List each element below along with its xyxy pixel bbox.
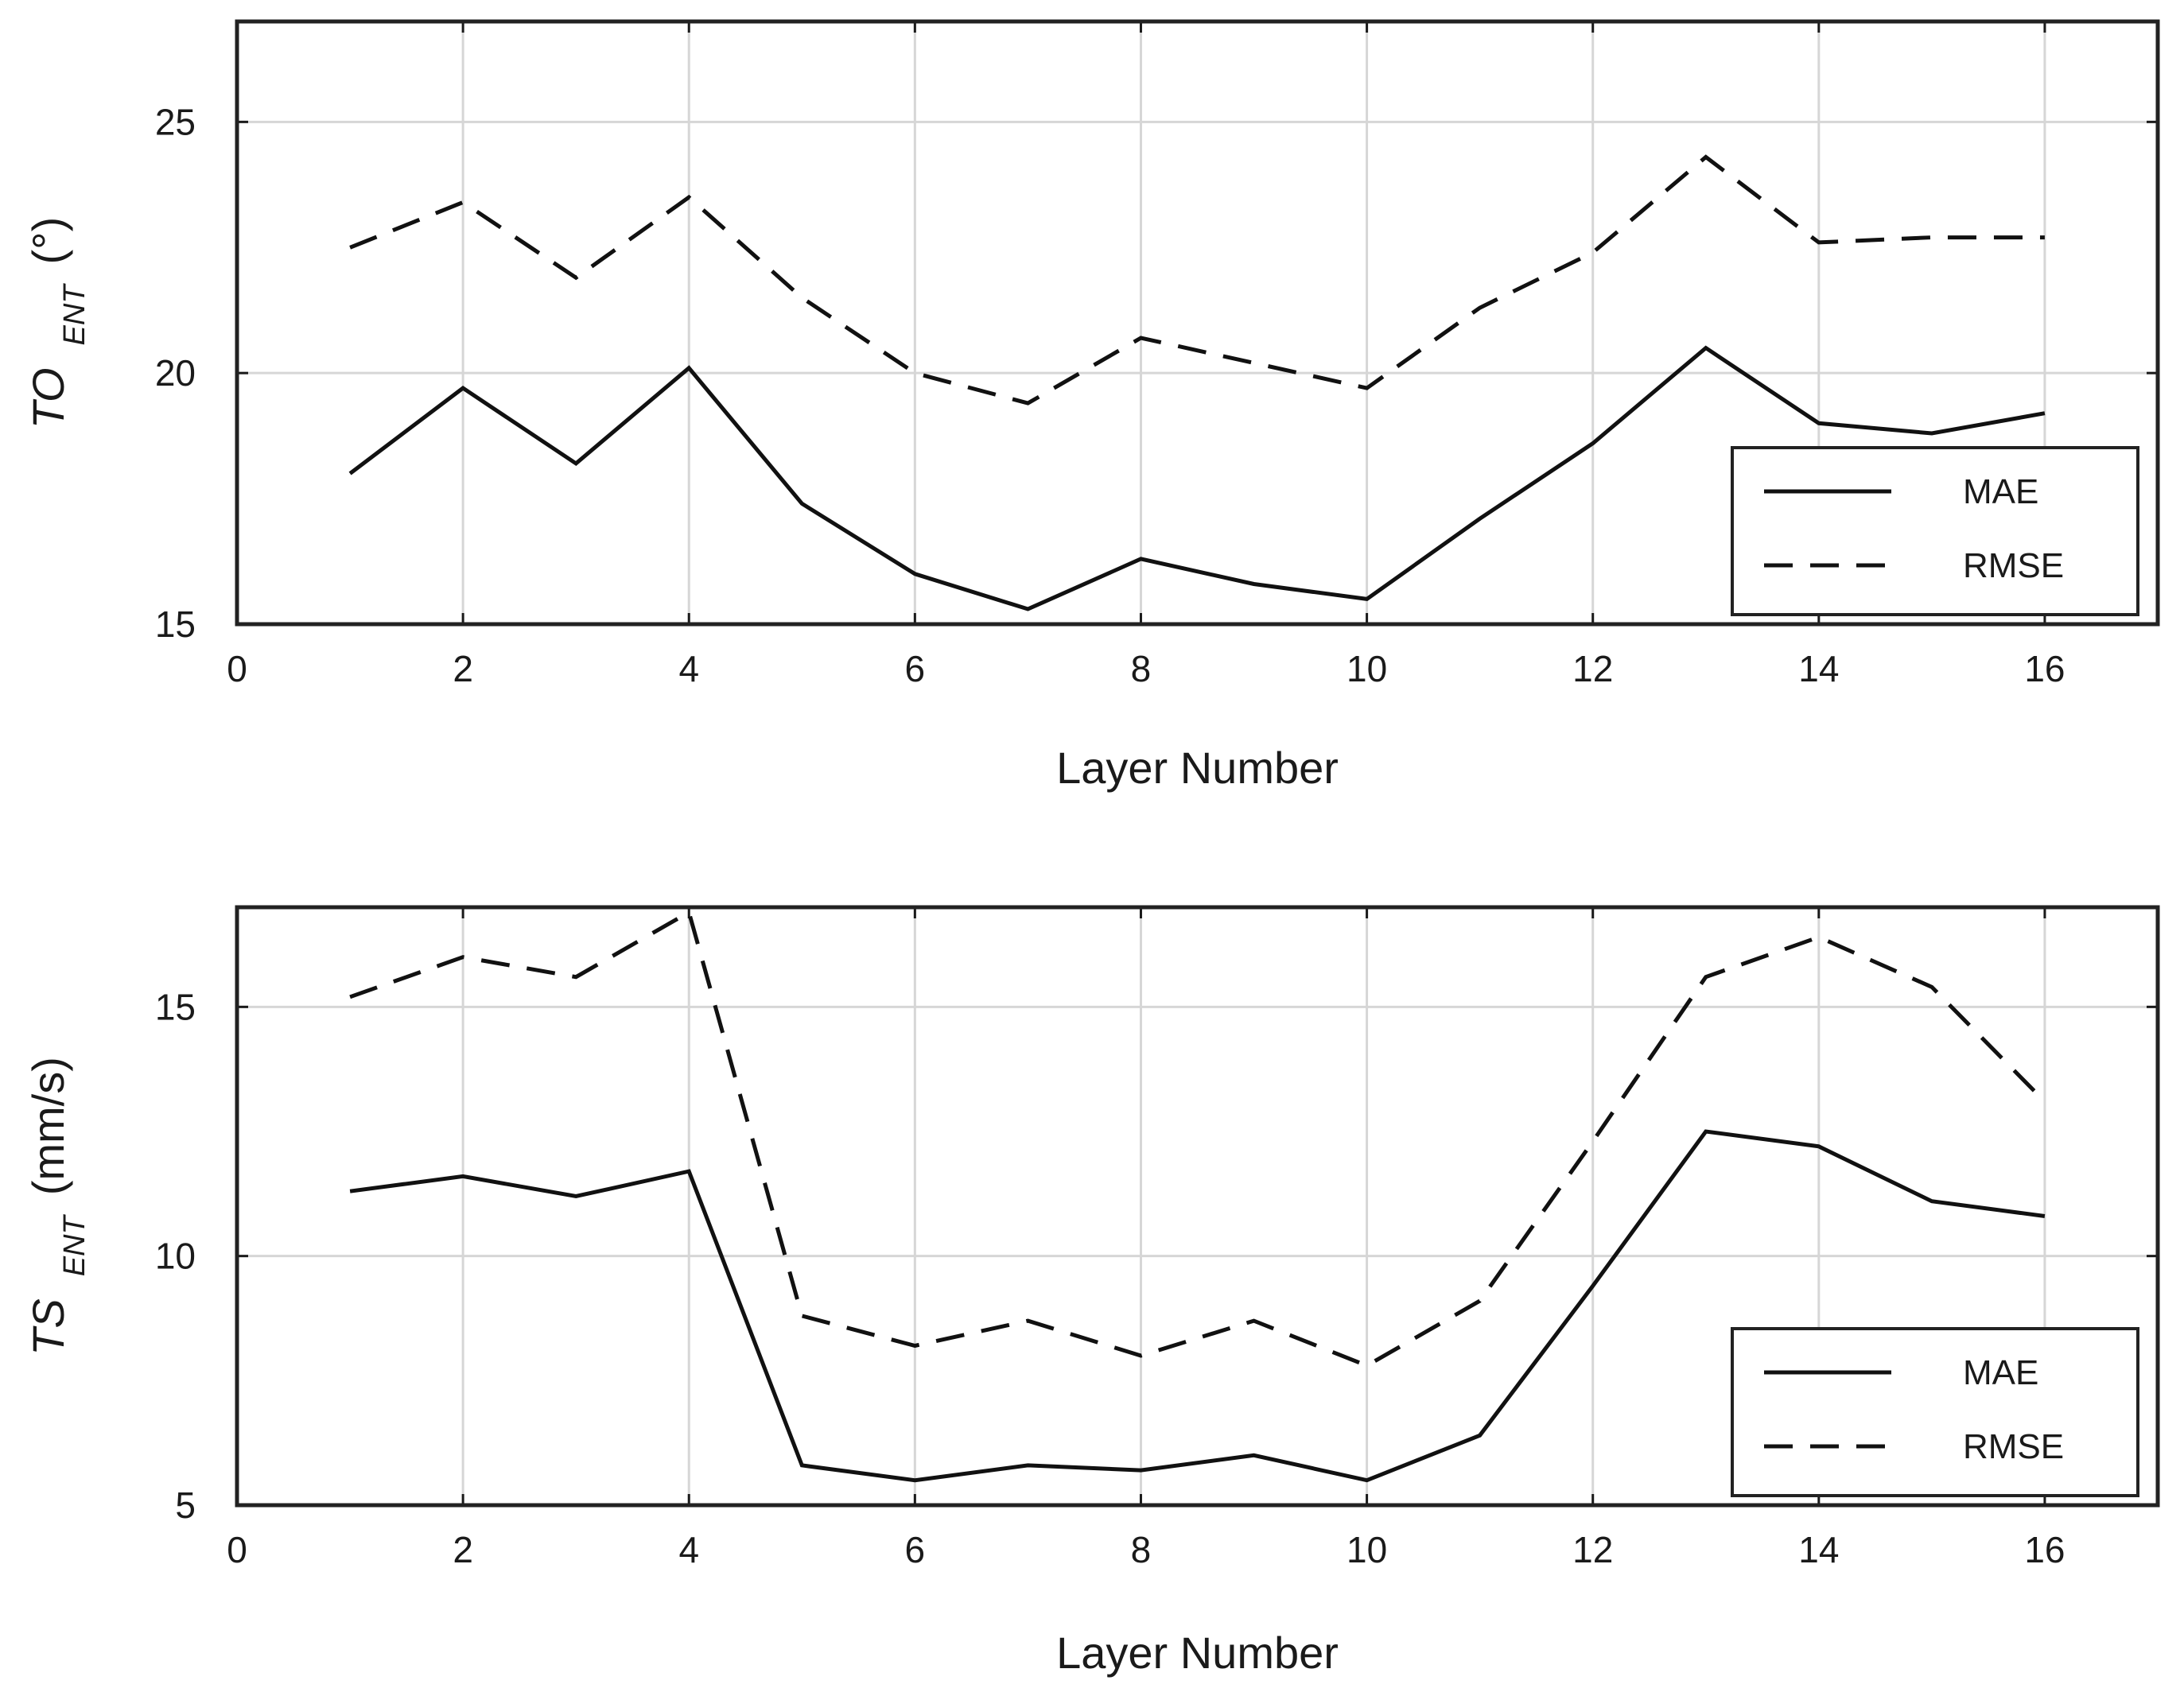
x-tick-label: 16 [2024, 1529, 2065, 1570]
y-tick-label: 15 [155, 986, 196, 1027]
x-tick-label: 0 [227, 648, 247, 689]
chart-top-to-ent: 0 2 4 6 8 10 12 14 16 15 20 25 Layer Number TO ENT (°) M… [23, 19, 2160, 793]
legend-label-rmse: RMSE [1963, 1427, 2064, 1466]
x-tick-label: 10 [1347, 648, 1387, 689]
legend-label-mae: MAE [1963, 1353, 2038, 1392]
x-tick-label: 12 [1572, 1529, 1613, 1570]
y-axis-label: TO ENT (°) [23, 217, 91, 429]
x-tick-label: 12 [1572, 648, 1613, 689]
series-line-rmse [349, 909, 2046, 1368]
x-tick-label: 16 [2024, 648, 2065, 689]
series-line-mae [348, 345, 2046, 611]
x-tick-label: 0 [227, 1529, 247, 1570]
y-tick-label: 25 [155, 101, 196, 142]
series-line-mae [349, 1129, 2046, 1483]
x-tick-label: 8 [1131, 1529, 1152, 1570]
x-tick-label: 4 [678, 1529, 699, 1570]
y-tick-label: 15 [155, 603, 196, 645]
x-axis-label: Layer Number [1056, 1628, 1339, 1678]
y-tick-label: 20 [155, 352, 196, 394]
plot-frame [235, 19, 2160, 627]
x-tick-label: 14 [1798, 1529, 1839, 1570]
legend-label-mae: MAE [1963, 472, 2038, 511]
y-axis-label-subscript: ENT [58, 283, 91, 346]
y-axis-label-unit: (mm/s) [23, 1057, 73, 1195]
plot-frame [235, 905, 2160, 1508]
y-axis-label-main: TO [23, 367, 73, 429]
x-axis-label: Layer Number [1056, 743, 1339, 793]
legend-box [1731, 1327, 2139, 1497]
y-tick-label: 5 [175, 1484, 196, 1526]
legend-box [1731, 446, 2139, 616]
x-tick-label: 2 [453, 1529, 473, 1570]
series-line-rmse [349, 154, 2045, 406]
x-tick-label: 10 [1347, 1529, 1387, 1570]
y-tick-label: 10 [155, 1236, 196, 1277]
y-axis-label: TS ENT (mm/s) [23, 1057, 91, 1356]
x-tick-label: 2 [453, 648, 473, 689]
x-tick-label: 4 [678, 648, 699, 689]
y-axis-label-subscript: ENT [58, 1214, 91, 1277]
x-tick-label: 6 [905, 1529, 926, 1570]
x-tick-label: 14 [1798, 648, 1839, 689]
x-tick-label: 6 [905, 648, 926, 689]
x-tick-label: 8 [1131, 648, 1152, 689]
legend-label-rmse: RMSE [1963, 546, 2064, 585]
chart-bottom-ts-ent: 0 2 4 6 8 10 12 14 16 5 10 15 Layer Number TS ENT (mm/s… [23, 905, 2160, 1678]
y-axis-label-unit: (°) [23, 217, 73, 265]
y-axis-label-main: TS [23, 1298, 73, 1356]
